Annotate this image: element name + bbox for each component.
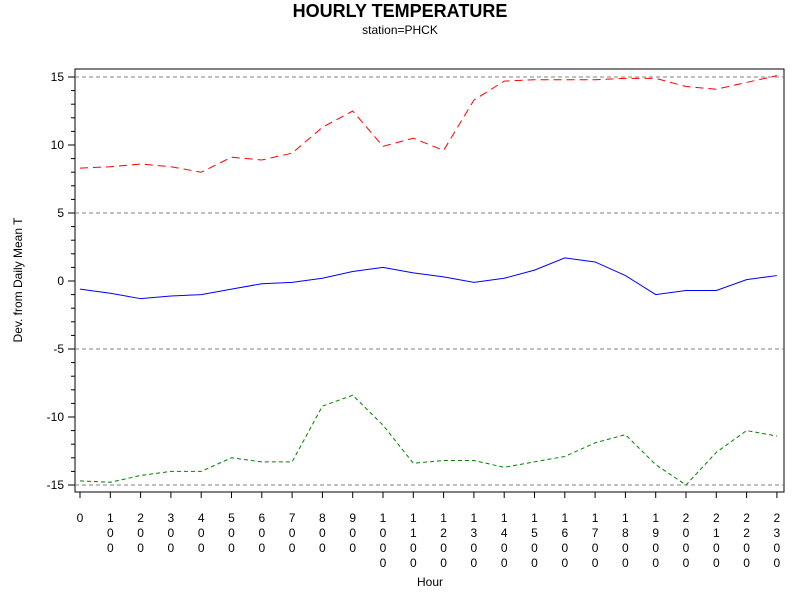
y-tick-label: 5 — [57, 206, 64, 220]
plot-frame — [74, 68, 785, 493]
chart-subtitle: station=PHCK — [362, 23, 438, 37]
series-line-1 — [79, 75, 778, 173]
series-line-3 — [79, 394, 777, 486]
y-tick-label: -10 — [47, 410, 65, 424]
y-tick-label: 0 — [57, 274, 64, 288]
y-tick-label: -15 — [47, 478, 65, 492]
y-tick-label: 15 — [51, 70, 65, 84]
series-line-2 — [79, 257, 777, 300]
x-axis-label: Hour — [416, 575, 443, 589]
x-tick-label: 0 — [77, 511, 84, 525]
y-tick-label: 10 — [51, 138, 65, 152]
y-axis-label: Dev. from Daily Mean T — [11, 217, 25, 343]
chart-title: HOURLY TEMPERATURE — [292, 1, 508, 21]
y-tick-label: -5 — [53, 342, 64, 356]
